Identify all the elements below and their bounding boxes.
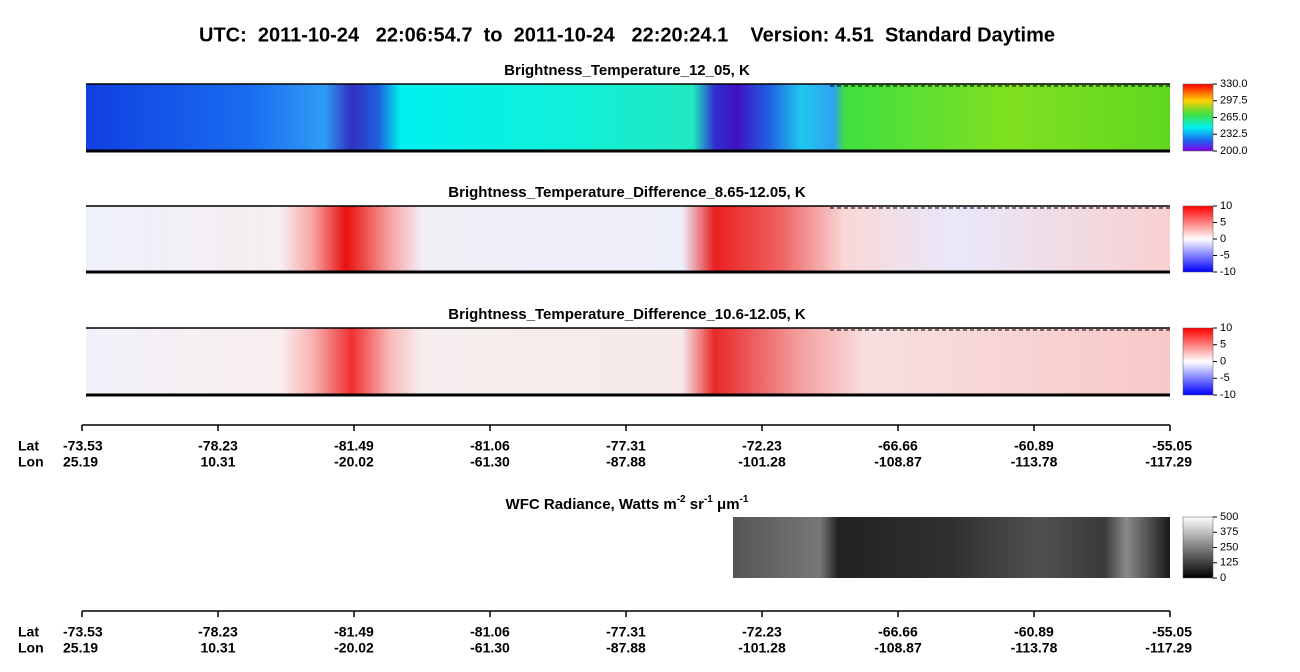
- colorbar-label: 375: [1220, 526, 1238, 538]
- lat-value: -72.23: [742, 438, 782, 454]
- colorbar-label: -5: [1220, 249, 1230, 261]
- colorbar: [1182, 327, 1214, 396]
- lat-value: -55.05: [1152, 438, 1192, 454]
- colorbar-label: 232.5: [1220, 128, 1248, 140]
- lat-value: -72.23: [742, 624, 782, 640]
- lon-value: -113.78: [1011, 640, 1058, 656]
- lon-value: -113.78: [1011, 454, 1058, 470]
- lon-value: -87.88: [606, 454, 646, 470]
- lon-value: 25.19: [63, 454, 98, 470]
- panel-image: [733, 517, 1170, 578]
- lat-value: -60.89: [1014, 438, 1054, 454]
- colorbar-label: -10: [1220, 266, 1236, 278]
- colorbar-label: -5: [1220, 372, 1230, 384]
- colorbar-label: 5: [1220, 216, 1226, 228]
- lat-value: -81.06: [470, 624, 510, 640]
- colorbar: [1182, 205, 1214, 273]
- colorbar-label: 10: [1220, 200, 1232, 212]
- superscript: -1: [704, 494, 713, 505]
- lon-value: -20.02: [334, 640, 374, 656]
- figure-title: UTC: 2011-10-24 22:06:54.7 to 2011-10-24…: [199, 24, 1055, 46]
- superscript: -1: [740, 494, 749, 505]
- lat-value: -81.49: [334, 624, 374, 640]
- colorbar-label: 330.0: [1220, 78, 1248, 90]
- lon-value: 10.31: [200, 640, 235, 656]
- lon-value: -117.29: [1145, 640, 1192, 656]
- panel-title: Brightness_Temperature_Difference_10.6-1…: [448, 306, 806, 323]
- lon-value: -61.30: [470, 640, 510, 656]
- panel-title: WFC Radiance, Watts m-2 sr-1 μm-1: [506, 494, 749, 513]
- lat-value: -66.66: [878, 438, 918, 454]
- superscript: -2: [677, 494, 686, 505]
- colorbar-label: -10: [1220, 389, 1236, 401]
- lat-value: -60.89: [1014, 624, 1054, 640]
- lon-value: -101.28: [738, 640, 786, 656]
- lon-value: -108.87: [874, 640, 922, 656]
- lon-value: -20.02: [334, 454, 374, 470]
- colorbar: [1182, 83, 1214, 152]
- lon-value: -108.87: [874, 454, 922, 470]
- colorbar-label: 10: [1220, 322, 1232, 334]
- panel-image: [86, 328, 1170, 395]
- colorbar: [1182, 516, 1214, 579]
- title-part: μm: [713, 496, 740, 513]
- lat-value: -77.31: [606, 438, 646, 454]
- panel-image: [86, 84, 1170, 151]
- title-part: sr: [686, 496, 705, 513]
- colorbar-label: 0: [1220, 233, 1226, 245]
- lat-value: -81.49: [334, 438, 374, 454]
- colorbar-label: 200.0: [1220, 145, 1248, 157]
- lat-value: -73.53: [63, 624, 103, 640]
- panel-title: Brightness_Temperature_12_05, K: [504, 62, 750, 79]
- colorbar-label: 500: [1220, 511, 1238, 523]
- lon-value: -117.29: [1145, 454, 1192, 470]
- colorbar-label: 0: [1220, 572, 1226, 584]
- colorbar-label: 5: [1220, 339, 1226, 351]
- lon-value: -87.88: [606, 640, 646, 656]
- colorbar-label: 265.0: [1220, 111, 1248, 123]
- lon-value: -61.30: [470, 454, 510, 470]
- lat-label: Lat: [18, 624, 39, 640]
- lon-label: Lon: [18, 454, 44, 470]
- lat-label: Lat: [18, 438, 39, 454]
- lon-label: Lon: [18, 640, 44, 656]
- lat-value: -81.06: [470, 438, 510, 454]
- lon-value: 10.31: [200, 454, 235, 470]
- lat-value: -66.66: [878, 624, 918, 640]
- colorbar-label: 297.5: [1220, 95, 1248, 107]
- lat-value: -55.05: [1152, 624, 1192, 640]
- colorbar-label: 0: [1220, 355, 1226, 367]
- title-part: WFC Radiance, Watts m: [506, 496, 677, 513]
- colorbar-label: 125: [1220, 557, 1238, 569]
- lat-value: -78.23: [198, 438, 238, 454]
- colorbar-label: 250: [1220, 541, 1238, 553]
- lat-value: -77.31: [606, 624, 646, 640]
- lon-value: 25.19: [63, 640, 98, 656]
- lon-value: -101.28: [738, 454, 786, 470]
- panel-image: [86, 206, 1170, 272]
- panel-title: Brightness_Temperature_Difference_8.65-1…: [448, 184, 806, 201]
- lat-value: -73.53: [63, 438, 103, 454]
- lat-value: -78.23: [198, 624, 238, 640]
